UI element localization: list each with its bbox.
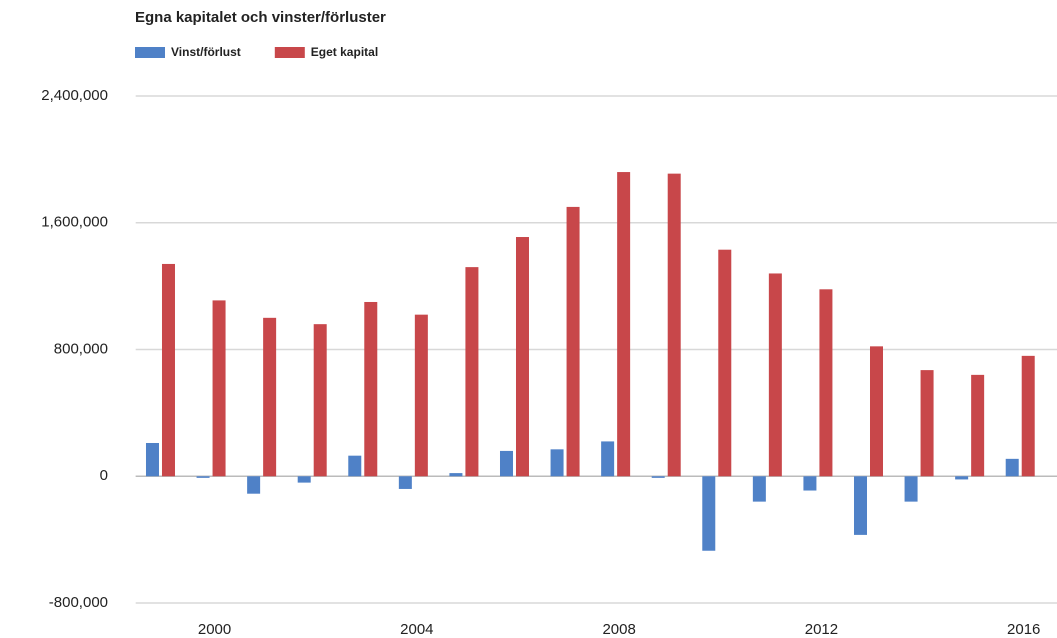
y-tick-label: -800,000 (49, 594, 108, 611)
bar (449, 473, 463, 477)
x-tick-label: 2016 (1007, 621, 1040, 638)
bar (617, 172, 631, 477)
legend-label: Eget kapital (311, 45, 378, 59)
y-tick-label: 800,000 (54, 340, 108, 357)
bar (348, 455, 362, 477)
chart-title: Egna kapitalet och vinster/förluster (135, 9, 386, 26)
bar (364, 301, 378, 477)
bar (566, 206, 580, 477)
bar (398, 476, 412, 489)
bar (145, 442, 159, 477)
x-tick-label: 2008 (602, 621, 635, 638)
bar (263, 317, 277, 477)
bar (853, 476, 867, 535)
bar (247, 476, 261, 494)
bar (499, 450, 513, 477)
bar (601, 441, 615, 477)
bar (297, 476, 311, 483)
bar (869, 346, 883, 477)
bar (550, 449, 564, 477)
bar (196, 476, 210, 478)
bar (702, 476, 716, 551)
x-tick-label: 2004 (400, 621, 433, 638)
y-tick-label: 2,400,000 (41, 87, 108, 104)
bar (161, 263, 175, 477)
bar (212, 300, 226, 477)
bar (1021, 355, 1035, 477)
bar (768, 273, 782, 477)
x-tick-label: 2012 (805, 621, 838, 638)
bar (904, 476, 918, 502)
y-tick-label: 1,600,000 (41, 214, 108, 231)
bar (414, 314, 428, 477)
bar (803, 476, 817, 491)
bar (971, 374, 985, 477)
bar (313, 324, 327, 477)
bar (1005, 458, 1019, 477)
legend-label: Vinst/förlust (171, 45, 241, 59)
y-tick-label: 0 (100, 467, 108, 484)
legend-swatch (274, 47, 305, 58)
bar (819, 289, 833, 477)
legend-swatch (135, 47, 165, 58)
bar (465, 267, 479, 477)
x-tick-label: 2000 (198, 621, 231, 638)
bar (752, 476, 766, 502)
bar (955, 476, 969, 480)
bar (920, 370, 934, 477)
bar (667, 173, 681, 477)
bar (718, 249, 732, 477)
bar (515, 237, 529, 477)
bar (651, 476, 665, 478)
